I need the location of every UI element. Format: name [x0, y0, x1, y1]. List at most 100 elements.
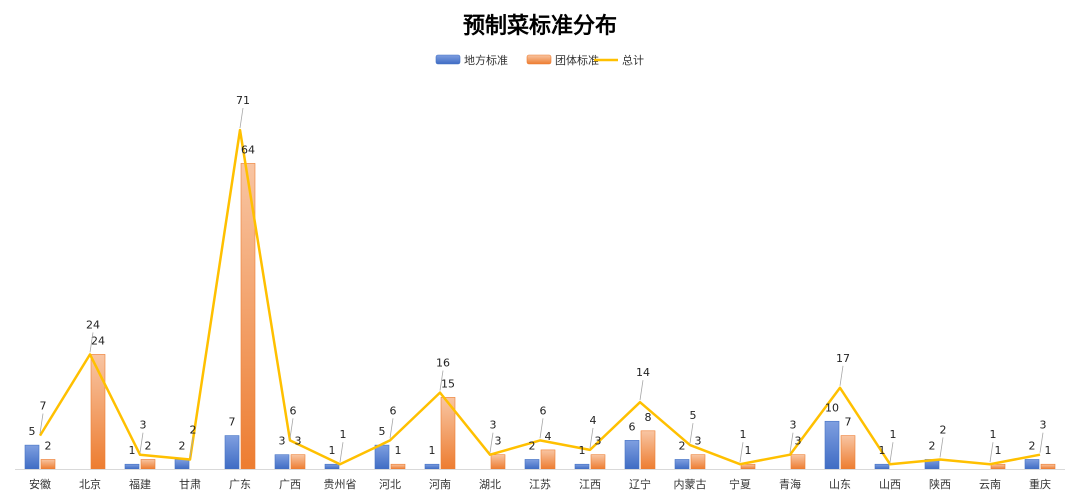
data-label-total: 3: [790, 419, 797, 432]
x-axis-tick-label: 山东: [829, 478, 851, 491]
data-label-group-standard: 8: [645, 411, 652, 424]
legend-swatch-group-standard: [526, 54, 552, 65]
data-label-group-standard: 1: [745, 444, 752, 457]
bar-local-standard: [374, 444, 390, 470]
data-label-local-standard: 2: [679, 439, 686, 452]
x-axis-tick-label: 辽宁: [629, 477, 651, 491]
data-label-group-standard: 3: [595, 435, 602, 448]
bar-local-standard: [1024, 459, 1040, 470]
data-label-total: 5: [690, 409, 697, 422]
data-label-group-standard: 4: [545, 430, 552, 443]
data-label-leader-total: [239, 107, 244, 129]
bar-local-standard: [824, 420, 840, 470]
bar-local-standard: [424, 463, 440, 470]
x-axis-tick-label: 陕西: [929, 477, 951, 491]
data-label-total: 4: [590, 414, 597, 427]
bar-local-standard: [24, 444, 40, 470]
data-label-total: 7: [40, 400, 47, 413]
bar-group-standard: [790, 454, 806, 470]
x-axis-tick-labels: 安徽 北京 福建 甘肃 广东 广西 贵州省 河北 河南 湖北 江苏 江西 辽宁 内蒙古 宁夏 青海 山东 山西 陕西…: [29, 477, 1051, 491]
bar-group-standard: [640, 430, 656, 470]
data-label-total: 14: [636, 366, 650, 379]
legend-label-total: 总计: [622, 53, 644, 67]
bar-local-standard: [874, 463, 890, 470]
data-label-local-standard: 1: [879, 444, 886, 457]
bar-group-standard: [990, 463, 1006, 470]
x-axis-tick-label: 北京: [79, 477, 101, 491]
data-label-leader-total: [689, 423, 694, 444]
x-axis-tick-label: 青海: [779, 477, 801, 491]
data-label-local-standard: 1: [129, 444, 136, 457]
x-axis-tick-label: 重庆: [1029, 477, 1051, 491]
bar-local-standard: [524, 459, 540, 470]
x-axis-tick-label: 河南: [429, 478, 451, 491]
total-line-layer: [38, 128, 1041, 466]
data-label-total: 1: [340, 428, 347, 441]
x-axis-tick-label: 宁夏: [729, 477, 751, 491]
data-label-local-standard: 2: [929, 439, 936, 452]
x-axis-tick-label: 河北: [379, 478, 401, 491]
data-label-leader-total: [89, 332, 94, 353]
x-axis-tick-label: 贵州省: [324, 478, 357, 491]
x-axis-tick-label: 云南: [979, 478, 1001, 491]
data-label-total: 6: [390, 404, 397, 417]
data-label-leader-total: [939, 437, 944, 458]
data-label-total: 3: [140, 419, 147, 432]
data-label-leader-total: [839, 365, 844, 386]
bar-local-standard: [124, 463, 140, 470]
legend: 地方标准 团体标准 总计: [435, 53, 644, 67]
data-label-total: 6: [290, 404, 297, 417]
data-label-leader-total: [439, 370, 444, 391]
data-label-leader-total: [889, 442, 894, 463]
data-label-total: 2: [190, 423, 197, 436]
data-label-group-standard: 2: [145, 439, 152, 452]
bar-group-standard: [740, 463, 756, 470]
data-label-leader-total: [339, 442, 344, 463]
bar-local-standard: [274, 454, 290, 470]
bar-group-standard: [840, 435, 856, 470]
data-label-total: 17: [836, 352, 850, 365]
data-label-total: 3: [1040, 419, 1047, 432]
x-axis-tick-label: 甘肃: [179, 478, 201, 491]
legend-item-local-standard: 地方标准: [435, 53, 508, 67]
data-label-group-standard: 24: [91, 334, 105, 347]
data-label-local-standard: 5: [29, 425, 36, 438]
x-axis-tick-label: 广西: [279, 478, 301, 491]
bars-layer: [24, 163, 1056, 470]
data-label-group-standard: 3: [795, 435, 802, 448]
data-label-group-standard: 2: [45, 439, 52, 452]
data-label-leader-total: [739, 442, 744, 463]
bar-group-standard: [490, 454, 506, 470]
data-label-group-standard: 3: [495, 435, 502, 448]
data-label-group-standard: 64: [241, 143, 255, 156]
data-label-leader-total: [789, 432, 794, 453]
data-label-local-standard: 10: [825, 401, 839, 414]
data-label-leader-total: [39, 413, 44, 434]
data-label-group-standard: 1: [995, 444, 1002, 457]
data-label-total: 1: [990, 428, 997, 441]
data-label-group-standard: 1: [395, 444, 402, 457]
legend-item-group-standard: 团体标准: [526, 53, 599, 67]
data-label-leader-total: [489, 432, 494, 453]
legend-label-group-standard: 团体标准: [555, 53, 599, 67]
data-label-total: 6: [540, 404, 547, 417]
data-label-leader-total: [289, 418, 294, 439]
data-label-group-standard: 7: [845, 416, 852, 429]
bar-local-standard: [624, 440, 640, 470]
bar-local-standard: [674, 459, 690, 470]
data-label-group-standard: 15: [441, 377, 455, 390]
x-axis-tick-label: 安徽: [29, 477, 51, 491]
bar-group-standard: [1040, 463, 1056, 470]
bar-group-standard: [540, 449, 556, 470]
data-label-local-standard: 5: [379, 425, 386, 438]
data-label-total: 2: [940, 423, 947, 436]
data-label-local-standard: 1: [329, 444, 336, 457]
data-label-leader-total: [539, 418, 544, 439]
data-label-local-standard: 1: [579, 444, 586, 457]
data-label-leader-total: [589, 427, 594, 448]
data-label-local-standard: 2: [529, 439, 536, 452]
x-axis-tick-label: 山西: [879, 478, 901, 491]
data-label-local-standard: 1: [429, 444, 436, 457]
